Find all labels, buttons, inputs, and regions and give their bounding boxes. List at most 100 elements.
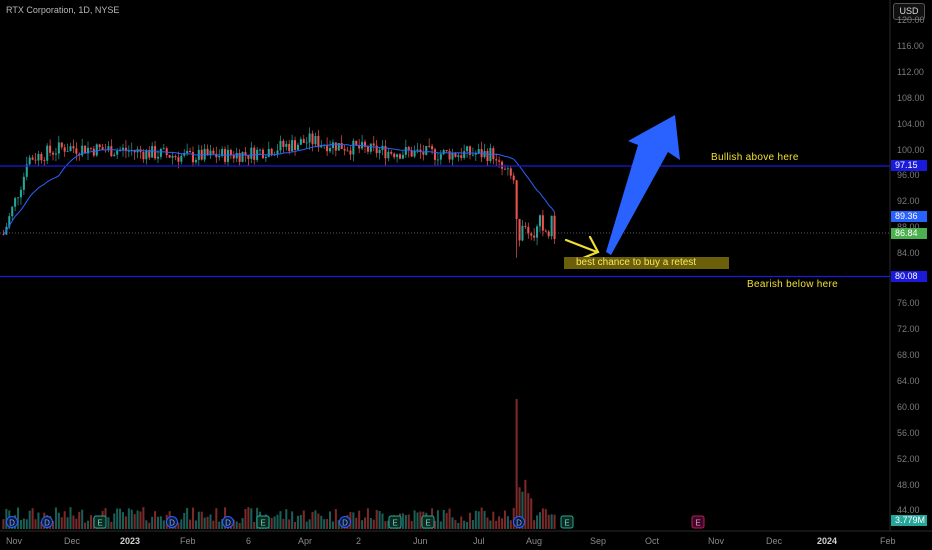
volume-bar — [119, 508, 122, 529]
svg-text:E: E — [425, 519, 430, 528]
dividend-marker-icon[interactable]: D — [339, 516, 351, 528]
volume-bar — [329, 511, 332, 529]
volume-bar — [471, 520, 474, 529]
volume-bar — [407, 514, 410, 529]
bearish-note[interactable]: Bearish below here — [747, 279, 839, 290]
candle-body — [110, 146, 113, 157]
candle-body — [270, 148, 273, 156]
volume-bar — [541, 508, 544, 529]
candle-body — [378, 149, 381, 154]
candle-body — [410, 150, 413, 157]
volume-bar — [288, 519, 291, 529]
volume-bar — [52, 520, 55, 529]
candle-body — [413, 150, 416, 157]
candle-body — [168, 154, 171, 158]
earnings-marker-icon[interactable]: E — [560, 515, 574, 529]
volume-bar — [276, 514, 279, 529]
dividend-marker-icon[interactable]: D — [222, 516, 234, 528]
candle-body — [358, 144, 361, 149]
volume-bar — [486, 517, 489, 529]
symbol-title[interactable]: RTX Corporation, 1D, NYSE — [6, 5, 120, 15]
time-label: Apr — [298, 536, 313, 546]
candle-body — [162, 148, 165, 150]
volume-bar — [154, 511, 157, 529]
earnings-marker-icon[interactable]: E — [691, 515, 705, 529]
svg-text:D: D — [342, 519, 348, 528]
candle-body — [52, 152, 55, 155]
volume-bar — [363, 517, 367, 529]
volume-bar — [183, 512, 186, 529]
volume-bar — [474, 510, 477, 529]
earnings-marker-icon[interactable]: E — [388, 515, 402, 529]
candle-body — [95, 144, 98, 156]
candle-body — [343, 149, 346, 151]
earnings-marker-icon[interactable]: E — [256, 515, 270, 529]
volume-bar — [110, 521, 113, 529]
earnings-marker-icon[interactable]: E — [421, 515, 435, 529]
volume-bar — [180, 519, 183, 529]
candle-body — [25, 164, 28, 177]
volume-bar — [323, 519, 326, 529]
candle-body — [57, 142, 60, 154]
time-label: Nov — [6, 536, 23, 546]
candle-body — [460, 155, 463, 158]
volume-bar — [544, 509, 547, 529]
volume-bar — [454, 520, 457, 529]
volume-bar — [72, 515, 75, 529]
candle-body — [261, 149, 264, 159]
earnings-marker-icon[interactable]: E — [93, 515, 107, 529]
volume-bar — [547, 514, 550, 529]
candle-body — [165, 148, 168, 155]
yellow-arrow-icon[interactable] — [564, 235, 600, 260]
volume-bar — [401, 513, 404, 529]
candle-body — [116, 150, 119, 155]
volume-bar — [337, 520, 340, 529]
candle-body — [72, 146, 75, 149]
volume-bar — [460, 516, 463, 529]
candle-body — [401, 154, 404, 159]
bullish-note[interactable]: Bullish above here — [711, 152, 799, 163]
candle-body — [86, 147, 90, 154]
price-tick: 88.00 — [897, 222, 920, 232]
volume-bar — [334, 509, 337, 529]
candle-body — [317, 136, 320, 148]
dividend-marker-icon[interactable]: D — [41, 516, 53, 528]
volume-bar — [209, 514, 212, 529]
candle-body — [11, 206, 14, 217]
blue-up-arrow-icon[interactable] — [606, 115, 680, 255]
candle-body — [226, 149, 229, 162]
volume-bar — [28, 510, 31, 529]
dividend-marker-icon[interactable]: D — [166, 516, 178, 528]
volume-bar — [107, 517, 110, 529]
dividend-marker-icon[interactable]: D — [513, 516, 525, 528]
volume-bar — [57, 512, 60, 529]
price-tick: 92.00 — [897, 196, 920, 206]
volume-bar — [369, 517, 372, 529]
volume-bar — [197, 511, 200, 529]
candle-body — [247, 154, 250, 159]
volume-bar — [253, 521, 256, 529]
candle-body — [2, 234, 5, 236]
currency-button[interactable]: USD — [893, 3, 925, 20]
volume-bar — [247, 507, 250, 529]
volume-bar — [151, 516, 154, 529]
volume-bar — [215, 508, 218, 529]
volume-bar — [54, 507, 57, 529]
svg-text:D: D — [169, 519, 175, 528]
volume-bar — [538, 512, 541, 529]
candle-body — [84, 145, 87, 154]
retest-note[interactable]: best chance to buy a retest — [564, 257, 729, 269]
candle-body — [334, 142, 337, 151]
candle-body — [235, 152, 238, 159]
volume-bar — [501, 518, 504, 529]
time-label: 2 — [356, 536, 362, 546]
candle-body — [75, 148, 78, 154]
dividend-marker-icon[interactable]: D — [6, 516, 18, 528]
volume-bar — [40, 521, 43, 529]
price-tick: 120.00 — [897, 15, 925, 25]
price-tick: 52.00 — [897, 454, 920, 464]
volume-bar — [238, 522, 241, 529]
candle-body — [22, 176, 25, 190]
